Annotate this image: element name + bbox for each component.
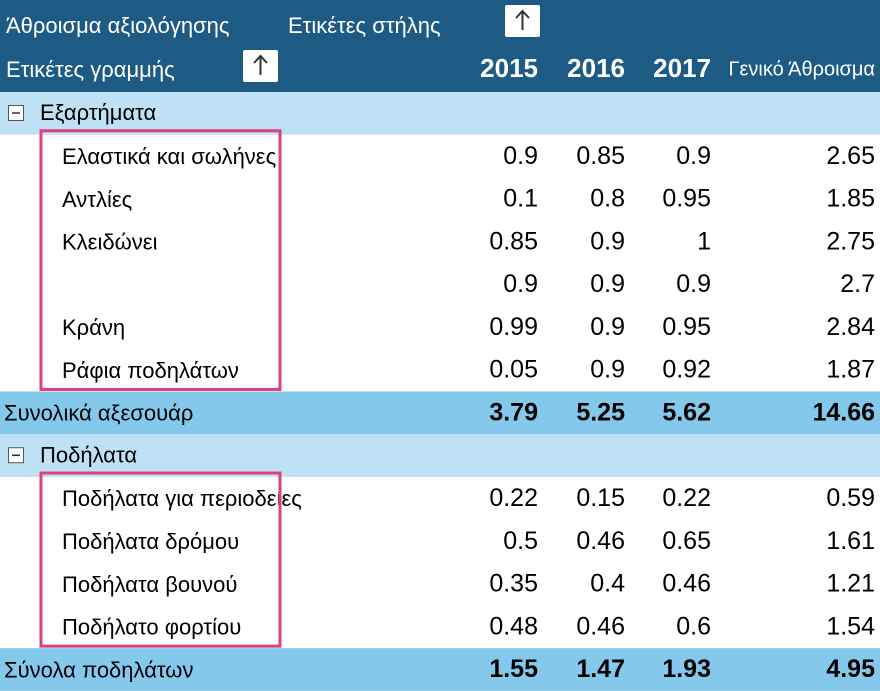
value-cell: 0.22 bbox=[662, 484, 711, 512]
value-cell: 0.9 bbox=[503, 142, 538, 170]
data-row-bg bbox=[0, 562, 880, 606]
value-cell: 1.21 bbox=[826, 570, 875, 598]
value-cell: 4.95 bbox=[826, 655, 875, 683]
value-cell: 0.35 bbox=[489, 570, 538, 598]
row-label: Ποδήλατα για περιοδείες bbox=[62, 486, 302, 511]
value-cell: 0.05 bbox=[489, 356, 538, 384]
value-cell: 3.79 bbox=[489, 398, 538, 426]
row-label: Ελαστικά και σωλήνες bbox=[62, 144, 276, 169]
data-row-bg bbox=[0, 305, 880, 349]
group-label: Ποδήλατα bbox=[40, 442, 137, 467]
value-cell: 0.48 bbox=[489, 612, 538, 640]
value-cell: 0.95 bbox=[662, 313, 711, 341]
data-row-bg bbox=[0, 263, 880, 306]
value-cell: 0.8 bbox=[590, 185, 625, 213]
value-cell: 0.59 bbox=[826, 484, 875, 512]
data-row-bg bbox=[0, 348, 880, 392]
value-cell: 0.22 bbox=[489, 484, 538, 512]
values-label: Άθροισμα αξιολόγησης bbox=[6, 13, 229, 38]
value-cell: 0.9 bbox=[676, 142, 711, 170]
sort-arrow bbox=[253, 54, 268, 75]
value-cell: 0.6 bbox=[676, 612, 711, 640]
sort-button[interactable] bbox=[505, 5, 540, 37]
sort-arrow bbox=[515, 9, 530, 30]
header-bg bbox=[0, 0, 880, 92]
value-cell: 1 bbox=[697, 227, 711, 255]
value-cell: 0.65 bbox=[662, 527, 711, 555]
column-header: 2016 bbox=[567, 53, 625, 83]
value-cell: 1.47 bbox=[576, 655, 625, 683]
column-header: 2015 bbox=[480, 53, 538, 83]
value-cell: 5.62 bbox=[662, 398, 711, 426]
value-cell: 0.9 bbox=[590, 227, 625, 255]
value-cell: 0.99 bbox=[489, 313, 538, 341]
value-cell: 0.46 bbox=[576, 527, 625, 555]
value-cell: 5.25 bbox=[576, 398, 625, 426]
row-label: Κλειδώνει bbox=[62, 230, 158, 255]
data-row-bg bbox=[0, 134, 880, 178]
row-label: Ποδήλατο φορτίου bbox=[62, 615, 241, 640]
value-cell: 1.61 bbox=[826, 527, 875, 555]
value-cell: 0.46 bbox=[576, 612, 625, 640]
value-cell: 0.85 bbox=[576, 142, 625, 170]
value-cell: 2.7 bbox=[840, 270, 875, 298]
value-cell: 1.87 bbox=[826, 356, 875, 384]
data-row-bg bbox=[0, 519, 880, 563]
value-cell: 0.85 bbox=[489, 227, 538, 255]
value-cell: 0.9 bbox=[503, 270, 538, 298]
group-row-bg bbox=[0, 434, 880, 478]
column-header: Γενικό Άθροισμα bbox=[728, 58, 875, 80]
data-row-bg bbox=[0, 177, 880, 221]
value-cell: 0.15 bbox=[576, 484, 625, 512]
value-cell: 0.9 bbox=[590, 313, 625, 341]
value-cell: 2.75 bbox=[826, 227, 875, 255]
value-cell: 1.85 bbox=[826, 185, 875, 213]
value-cell: 2.84 bbox=[826, 313, 875, 341]
value-cell: 0.95 bbox=[662, 185, 711, 213]
total-label: Συνολικά αξεσουάρ bbox=[4, 401, 193, 426]
total-row-bg bbox=[0, 648, 880, 691]
highlight-box bbox=[39, 471, 282, 648]
value-cell: 0.46 bbox=[662, 570, 711, 598]
data-row-bg bbox=[0, 605, 880, 649]
row-labels: Ετικέτες γραμμής bbox=[6, 57, 175, 82]
row-label: Ράφια ποδηλάτων bbox=[62, 358, 239, 383]
column-header: 2017 bbox=[653, 53, 711, 83]
value-cell: 0.9 bbox=[676, 270, 711, 298]
total-row-bg bbox=[0, 391, 880, 435]
value-cell: 0.9 bbox=[590, 270, 625, 298]
value-cell: 0.9 bbox=[590, 356, 625, 384]
value-cell: 1.93 bbox=[662, 655, 711, 683]
value-cell: 14.66 bbox=[812, 398, 875, 426]
row-label: Ποδήλατα βουνού bbox=[62, 572, 237, 597]
value-cell: 1.55 bbox=[489, 655, 538, 683]
value-cell: 0.5 bbox=[503, 527, 538, 555]
value-cell: 0.1 bbox=[503, 185, 538, 213]
value-cell: 0.4 bbox=[590, 570, 625, 598]
highlight-box bbox=[39, 129, 282, 391]
sort-button[interactable] bbox=[243, 50, 278, 82]
value-cell: 0.92 bbox=[662, 356, 711, 384]
data-row-bg bbox=[0, 220, 880, 264]
row-label: Ποδήλατα δρόμου bbox=[62, 529, 239, 554]
row-label: Αντλίες bbox=[62, 187, 132, 212]
value-cell: 2.65 bbox=[826, 142, 875, 170]
row-label: Κράνη bbox=[62, 315, 125, 340]
data-row-bg bbox=[0, 477, 880, 520]
value-cell: 1.54 bbox=[826, 612, 875, 640]
total-label: Σύνολα ποδηλάτων bbox=[4, 657, 193, 682]
group-row-bg bbox=[0, 92, 880, 135]
group-label: Εξαρτήματα bbox=[40, 100, 157, 125]
column-labels: Ετικέτες στήλης bbox=[288, 13, 441, 38]
